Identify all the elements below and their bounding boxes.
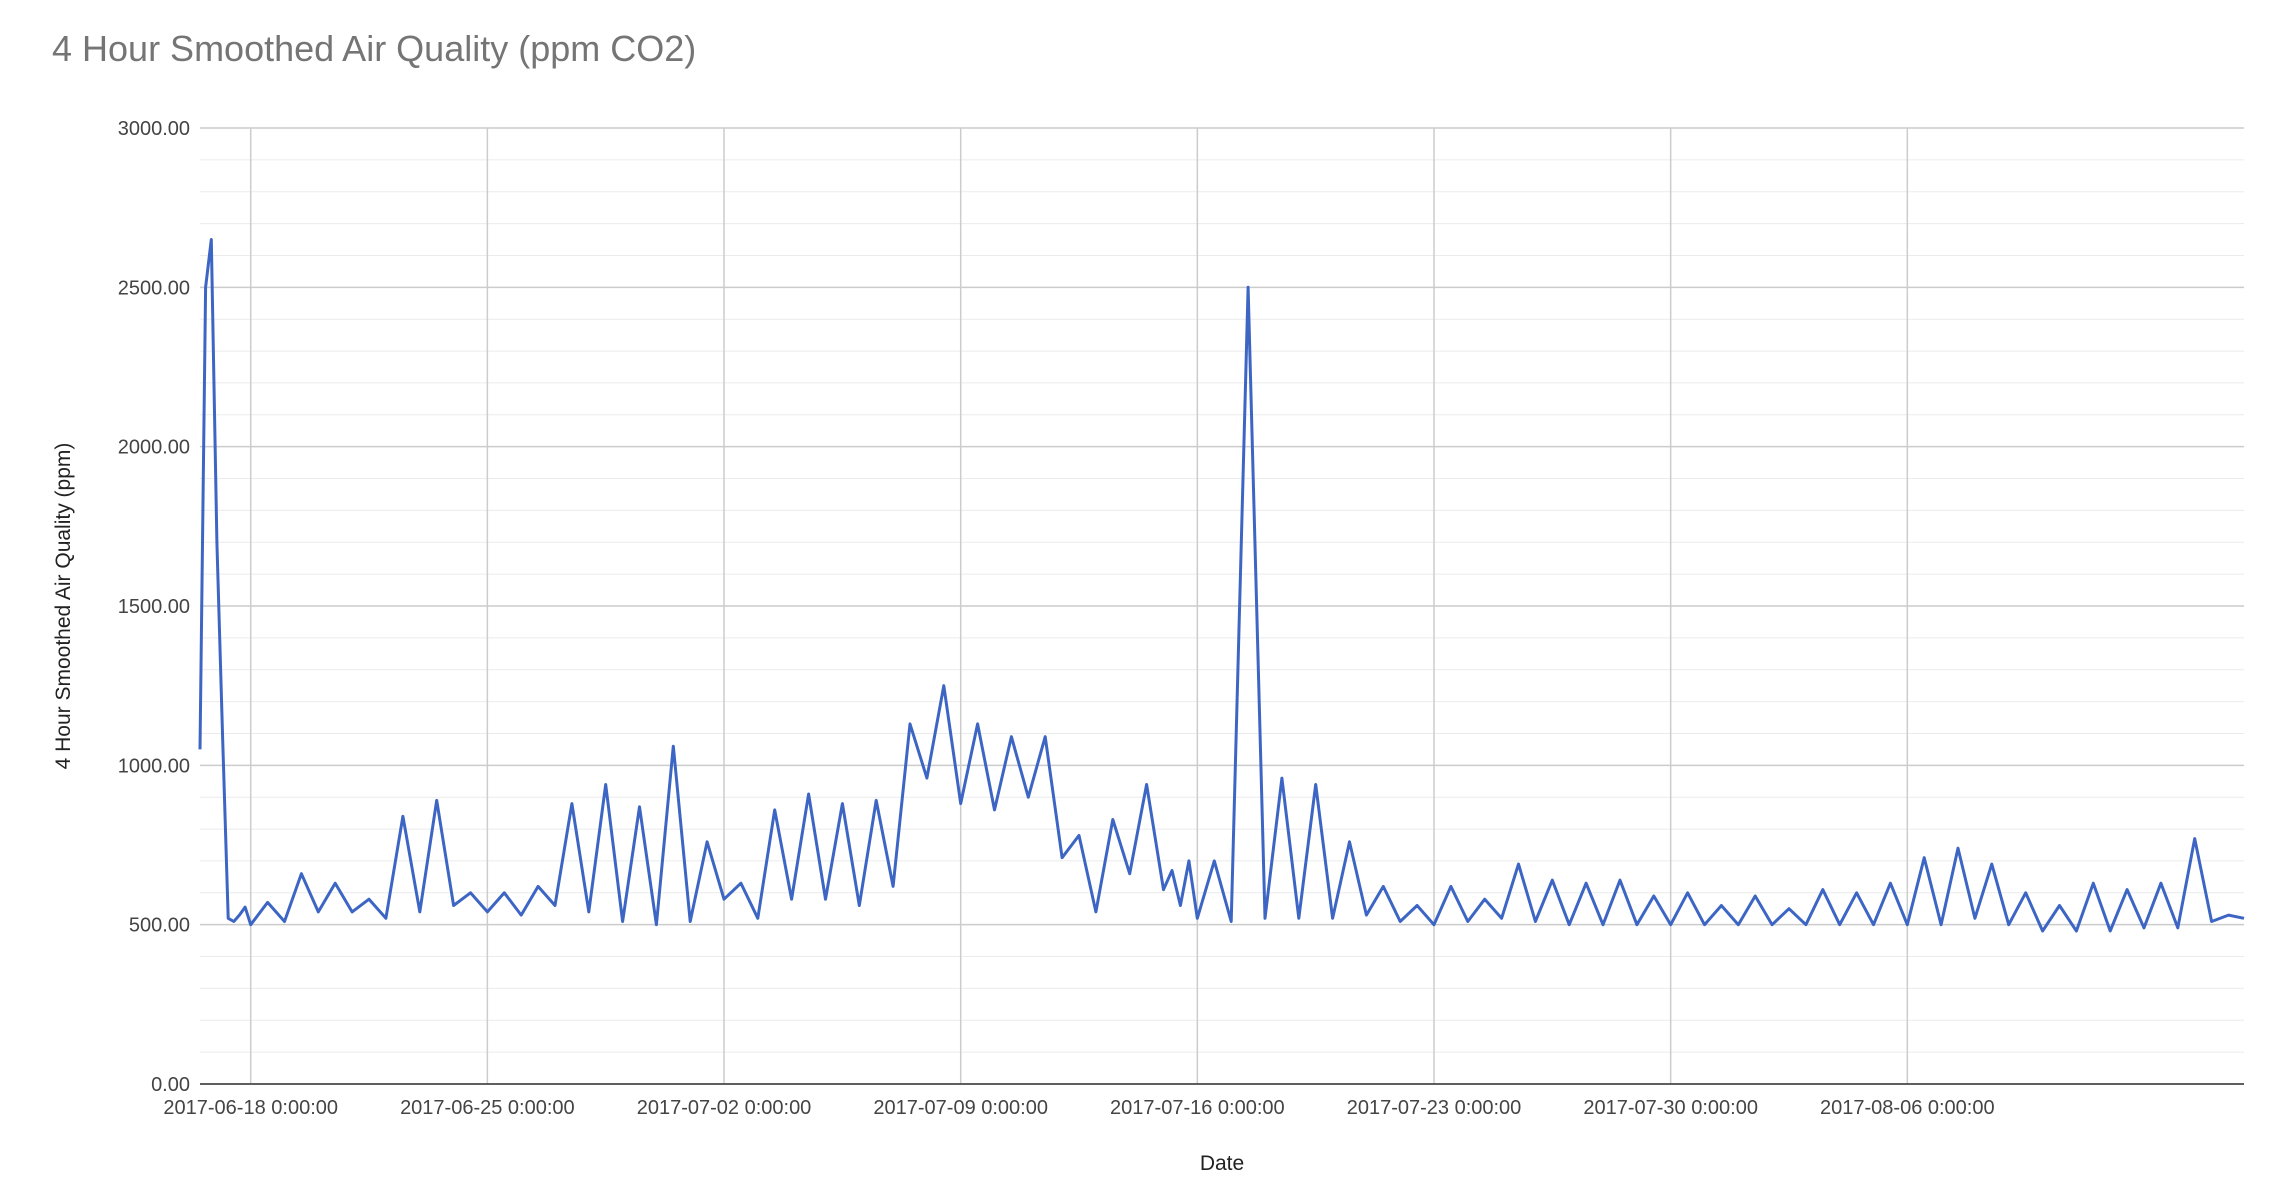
y-tick-label: 0.00 <box>151 1074 190 1096</box>
gridlines <box>200 127 2244 1085</box>
x-axis-label: Date <box>1200 1152 1244 1175</box>
chart-title: 4 Hour Smoothed Air Quality (ppm CO2) <box>52 28 697 69</box>
x-tick-label: 2017-08-06 0:00:00 <box>1820 1097 1995 1119</box>
x-tick-label: 2017-06-25 0:00:00 <box>400 1097 575 1119</box>
y-axis-ticks: 0.00 500.00 1000.00 1500.00 2000.00 2500.00 30… <box>118 118 190 1096</box>
x-tick-label: 2017-06-18 0:00:00 <box>163 1097 338 1119</box>
y-axis-label: 4 Hour Smoothed Air Quality (ppm) <box>52 443 75 770</box>
x-tick-label: 2017-07-23 0:00:00 <box>1347 1097 1522 1119</box>
x-axis-ticks: 2017-06-18 0:00:00 2017-06-25 0:00:00 2017… <box>163 1097 1994 1119</box>
y-tick-label: 3000.00 <box>118 118 190 140</box>
x-tick-label: 2017-07-16 0:00:00 <box>1110 1097 1285 1119</box>
x-tick-label: 2017-07-09 0:00:00 <box>873 1097 1048 1119</box>
x-tick-label: 2017-07-30 0:00:00 <box>1583 1097 1758 1119</box>
y-tick-label: 500.00 <box>129 915 190 937</box>
y-tick-label: 1500.00 <box>118 596 190 618</box>
y-tick-label: 2000.00 <box>118 437 190 459</box>
x-tick-label: 2017-07-02 0:00:00 <box>637 1097 812 1119</box>
y-tick-label: 2500.00 <box>118 277 190 299</box>
y-tick-label: 1000.00 <box>118 755 190 777</box>
series-line-co2 <box>198 238 2245 933</box>
